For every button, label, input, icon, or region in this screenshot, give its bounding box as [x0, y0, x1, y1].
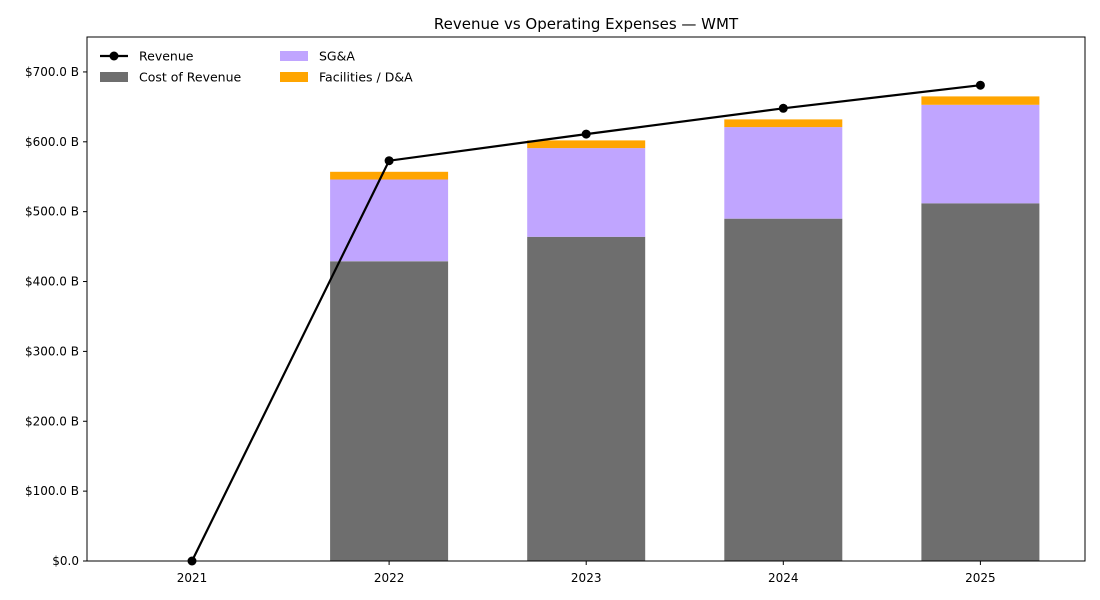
x-tick-label: 2024 — [768, 571, 799, 585]
legend-cost-of-revenue-label: Cost of Revenue — [139, 70, 242, 85]
revenue-point-2024 — [778, 103, 788, 113]
bar-facilities-d-a-2023 — [527, 140, 646, 149]
bar-cost-of-revenue-2023 — [527, 236, 646, 562]
x-tick-label: 2025 — [965, 571, 996, 585]
legend-sg-a-label: SG&A — [319, 49, 355, 64]
bar-cost-of-revenue-2025 — [921, 203, 1040, 562]
bar-facilities-d-a-2025 — [921, 96, 1040, 105]
bar-sg-a-2024 — [724, 127, 843, 219]
x-tick-label: 2023 — [571, 571, 602, 585]
bar-facilities-d-a-2022 — [330, 171, 449, 180]
revenue-point-2025 — [975, 80, 985, 90]
legend: Revenue Cost of Revenue SG&A Facilities / D… — [100, 49, 413, 85]
legend-sg-a-swatch — [280, 51, 308, 61]
revenue-point-2023 — [581, 129, 591, 139]
legend-cost-of-revenue-swatch — [100, 72, 128, 82]
y-tick-label: $300.0 B — [25, 344, 79, 358]
x-axis: 2021 2022 2023 2024 2025 — [177, 561, 996, 585]
legend-revenue-marker — [109, 51, 119, 61]
y-tick-label: $600.0 B — [25, 135, 79, 149]
legend-facilities-d-a-label: Facilities / D&A — [319, 70, 413, 85]
x-tick-label: 2021 — [177, 571, 208, 585]
bar-cost-of-revenue-2022 — [330, 261, 449, 561]
bar-facilities-d-a-2024 — [724, 119, 843, 128]
chart-title: Revenue vs Operating Expenses — WMT — [434, 15, 739, 33]
y-tick-label: $0.0 — [52, 554, 79, 568]
legend-facilities-d-a-swatch — [280, 72, 308, 82]
y-tick-label: $200.0 B — [25, 414, 79, 428]
y-tick-label: $400.0 B — [25, 275, 79, 289]
bar-cost-of-revenue-2024 — [724, 218, 843, 561]
revenue-point-2022 — [384, 156, 394, 166]
y-tick-label: $700.0 B — [25, 65, 79, 79]
bar-sg-a-2025 — [921, 104, 1040, 204]
y-axis: $0.0 $100.0 B $200.0 B $300.0 B $400.0 B $500… — [25, 65, 87, 568]
bars-layer — [330, 96, 1040, 562]
bar-sg-a-2022 — [330, 179, 449, 262]
bar-sg-a-2023 — [527, 148, 646, 237]
y-tick-label: $100.0 B — [25, 484, 79, 498]
y-tick-label: $500.0 B — [25, 205, 79, 219]
x-tick-label: 2022 — [374, 571, 405, 585]
legend-revenue-label: Revenue — [139, 49, 194, 64]
